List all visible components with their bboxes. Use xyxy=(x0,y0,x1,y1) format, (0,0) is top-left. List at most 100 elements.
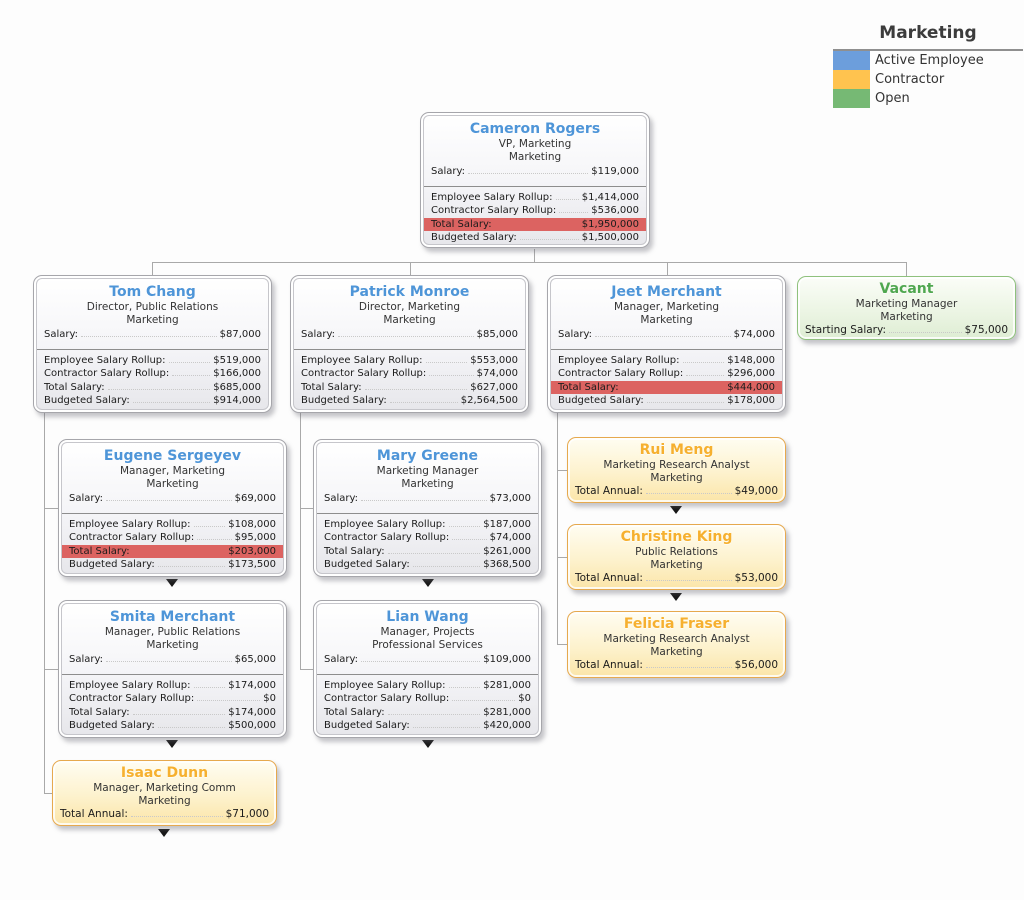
department: Marketing xyxy=(138,795,191,807)
legend-divider xyxy=(833,49,1023,51)
active-employee-swatch-icon xyxy=(833,51,870,70)
divider xyxy=(317,512,538,514)
employee-name: Isaac Dunn xyxy=(120,765,209,781)
connector-line xyxy=(300,508,313,509)
employee-name: Eugene Sergeyev xyxy=(103,448,242,464)
job-title: VP, Marketing xyxy=(498,138,572,150)
org-card-jeet-merchant[interactable]: Jeet Merchant Manager, Marketing Marketi… xyxy=(547,275,786,413)
connector-line xyxy=(300,669,313,670)
department: Marketing xyxy=(880,311,933,323)
connector-line xyxy=(44,508,58,509)
collapsed-reports-indicator-lian[interactable] xyxy=(422,740,434,748)
job-title: Public Relations xyxy=(635,546,718,558)
open-swatch-icon xyxy=(833,89,870,108)
contractor-swatch-icon xyxy=(833,70,870,89)
total-salary-row: Total Salary: $281,000 xyxy=(324,706,531,718)
job-title: Director, Public Relations xyxy=(86,301,219,313)
rollup-row: Employee Salary Rollup: $187,000 xyxy=(324,518,531,530)
starting-salary-row: Starting Salary: $75,000 xyxy=(805,324,1008,336)
legend-label: Open xyxy=(875,91,910,106)
rollup-row: Contractor Salary Rollup: $166,000 xyxy=(44,368,261,379)
salary-row: Salary: $85,000 xyxy=(301,329,518,340)
legend: Marketing Active Employee Contractor Ope… xyxy=(833,22,1023,108)
salary-row: Salary: $65,000 xyxy=(69,654,276,665)
rollup-row: Employee Salary Rollup: $281,000 xyxy=(324,679,531,691)
job-title: Manager, Projects xyxy=(380,626,475,638)
org-card-tom-chang[interactable]: Tom Chang Director, Public Relations Mar… xyxy=(33,275,272,413)
legend-label: Contractor xyxy=(875,72,945,87)
budgeted-salary-row: Budgeted Salary: $178,000 xyxy=(558,395,775,406)
total-annual-row: Total Annual: $53,000 xyxy=(575,572,778,584)
divider xyxy=(317,673,538,675)
budgeted-salary-row: Budgeted Salary: $368,500 xyxy=(324,559,531,570)
department: Professional Services xyxy=(372,639,483,651)
connector-line xyxy=(44,413,45,794)
legend-item-active-employee: Active Employee xyxy=(833,51,1023,70)
org-card-smita-merchant[interactable]: Smita Merchant Manager, Public Relations… xyxy=(58,600,287,738)
org-card-eugene-sergeyev[interactable]: Eugene Sergeyev Manager, Marketing Marke… xyxy=(58,439,287,577)
connector-line xyxy=(410,262,411,275)
budgeted-salary-row: Budgeted Salary: $500,000 xyxy=(69,720,276,731)
budgeted-salary-row: Budgeted Salary: $420,000 xyxy=(324,720,531,731)
collapsed-reports-indicator-smita[interactable] xyxy=(166,740,178,748)
rollup-row: Employee Salary Rollup: $148,000 xyxy=(558,354,775,366)
department: Marketing xyxy=(640,314,693,326)
org-card-lian-wang[interactable]: Lian Wang Manager, Projects Professional… xyxy=(313,600,542,738)
total-salary-row: Total Salary: $627,000 xyxy=(301,381,518,393)
department: Marketing xyxy=(146,639,199,651)
connector-line xyxy=(44,793,53,794)
budgeted-salary-row: Budgeted Salary: $914,000 xyxy=(44,395,261,406)
job-title: Manager, Marketing xyxy=(613,301,720,313)
connector-line xyxy=(557,644,567,645)
org-card-mary-greene[interactable]: Mary Greene Marketing Manager Marketing … xyxy=(313,439,542,577)
job-title: Director, Marketing xyxy=(358,301,461,313)
legend-item-open: Open xyxy=(833,89,1023,108)
job-title: Marketing Manager xyxy=(855,298,958,310)
salary-row: Salary: $74,000 xyxy=(558,329,775,340)
org-card-christine-king[interactable]: Christine King Public Relations Marketin… xyxy=(567,524,786,590)
org-card-rui-meng[interactable]: Rui Meng Marketing Research Analyst Mark… xyxy=(567,437,786,503)
total-salary-row: Total Salary: $685,000 xyxy=(44,381,261,393)
rollup-row: Employee Salary Rollup: $174,000 xyxy=(69,679,276,691)
employee-name: Christine King xyxy=(620,529,733,545)
collapsed-reports-indicator-isaac[interactable] xyxy=(158,829,170,837)
connector-line xyxy=(557,470,567,471)
org-card-patrick-monroe[interactable]: Patrick Monroe Director, Marketing Marke… xyxy=(290,275,529,413)
org-card-vacant-position[interactable]: Vacant Marketing Manager Marketing Start… xyxy=(797,276,1016,340)
connector-line xyxy=(300,413,301,670)
org-card-isaac-dunn[interactable]: Isaac Dunn Manager, Marketing Comm Marke… xyxy=(52,760,277,826)
rollup-row: Contractor Salary Rollup: $0 xyxy=(69,693,276,704)
rollup-row: Employee Salary Rollup: $519,000 xyxy=(44,354,261,366)
department: Marketing xyxy=(146,478,199,490)
collapsed-reports-indicator-rui[interactable] xyxy=(670,506,682,514)
connector-line xyxy=(906,262,907,276)
legend-label: Active Employee xyxy=(875,53,984,68)
job-title: Marketing Research Analyst xyxy=(603,633,750,645)
divider xyxy=(37,348,268,350)
total-annual-row: Total Annual: $49,000 xyxy=(575,485,778,497)
divider xyxy=(551,348,782,350)
department: Marketing xyxy=(401,478,454,490)
org-card-cameron-rogers[interactable]: Cameron Rogers VP, Marketing Marketing S… xyxy=(420,112,650,248)
salary-row: Salary: $109,000 xyxy=(324,654,531,665)
connector-line xyxy=(152,262,153,275)
total-salary-row-highlighted: Total Salary: $1,950,000 xyxy=(424,217,646,231)
job-title: Manager, Public Relations xyxy=(104,626,241,638)
rollup-row: Contractor Salary Rollup: $74,000 xyxy=(301,368,518,379)
budgeted-salary-row: Budgeted Salary: $1,500,000 xyxy=(431,232,639,243)
job-title: Marketing Research Analyst xyxy=(603,459,750,471)
department: Marketing xyxy=(383,314,436,326)
total-salary-row: Total Salary: $261,000 xyxy=(324,545,531,557)
employee-name: Patrick Monroe xyxy=(349,284,470,300)
collapsed-reports-indicator-mary[interactable] xyxy=(422,579,434,587)
divider xyxy=(62,512,283,514)
org-card-felicia-fraser[interactable]: Felicia Fraser Marketing Research Analys… xyxy=(567,611,786,678)
rollup-row: Contractor Salary Rollup: $74,000 xyxy=(324,532,531,543)
salary-row: Salary: $73,000 xyxy=(324,493,531,504)
divider xyxy=(424,185,646,187)
divider xyxy=(62,673,283,675)
collapsed-reports-indicator-christine[interactable] xyxy=(670,593,682,601)
collapsed-reports-indicator-eugene[interactable] xyxy=(166,579,178,587)
legend-title: Marketing xyxy=(879,23,977,43)
